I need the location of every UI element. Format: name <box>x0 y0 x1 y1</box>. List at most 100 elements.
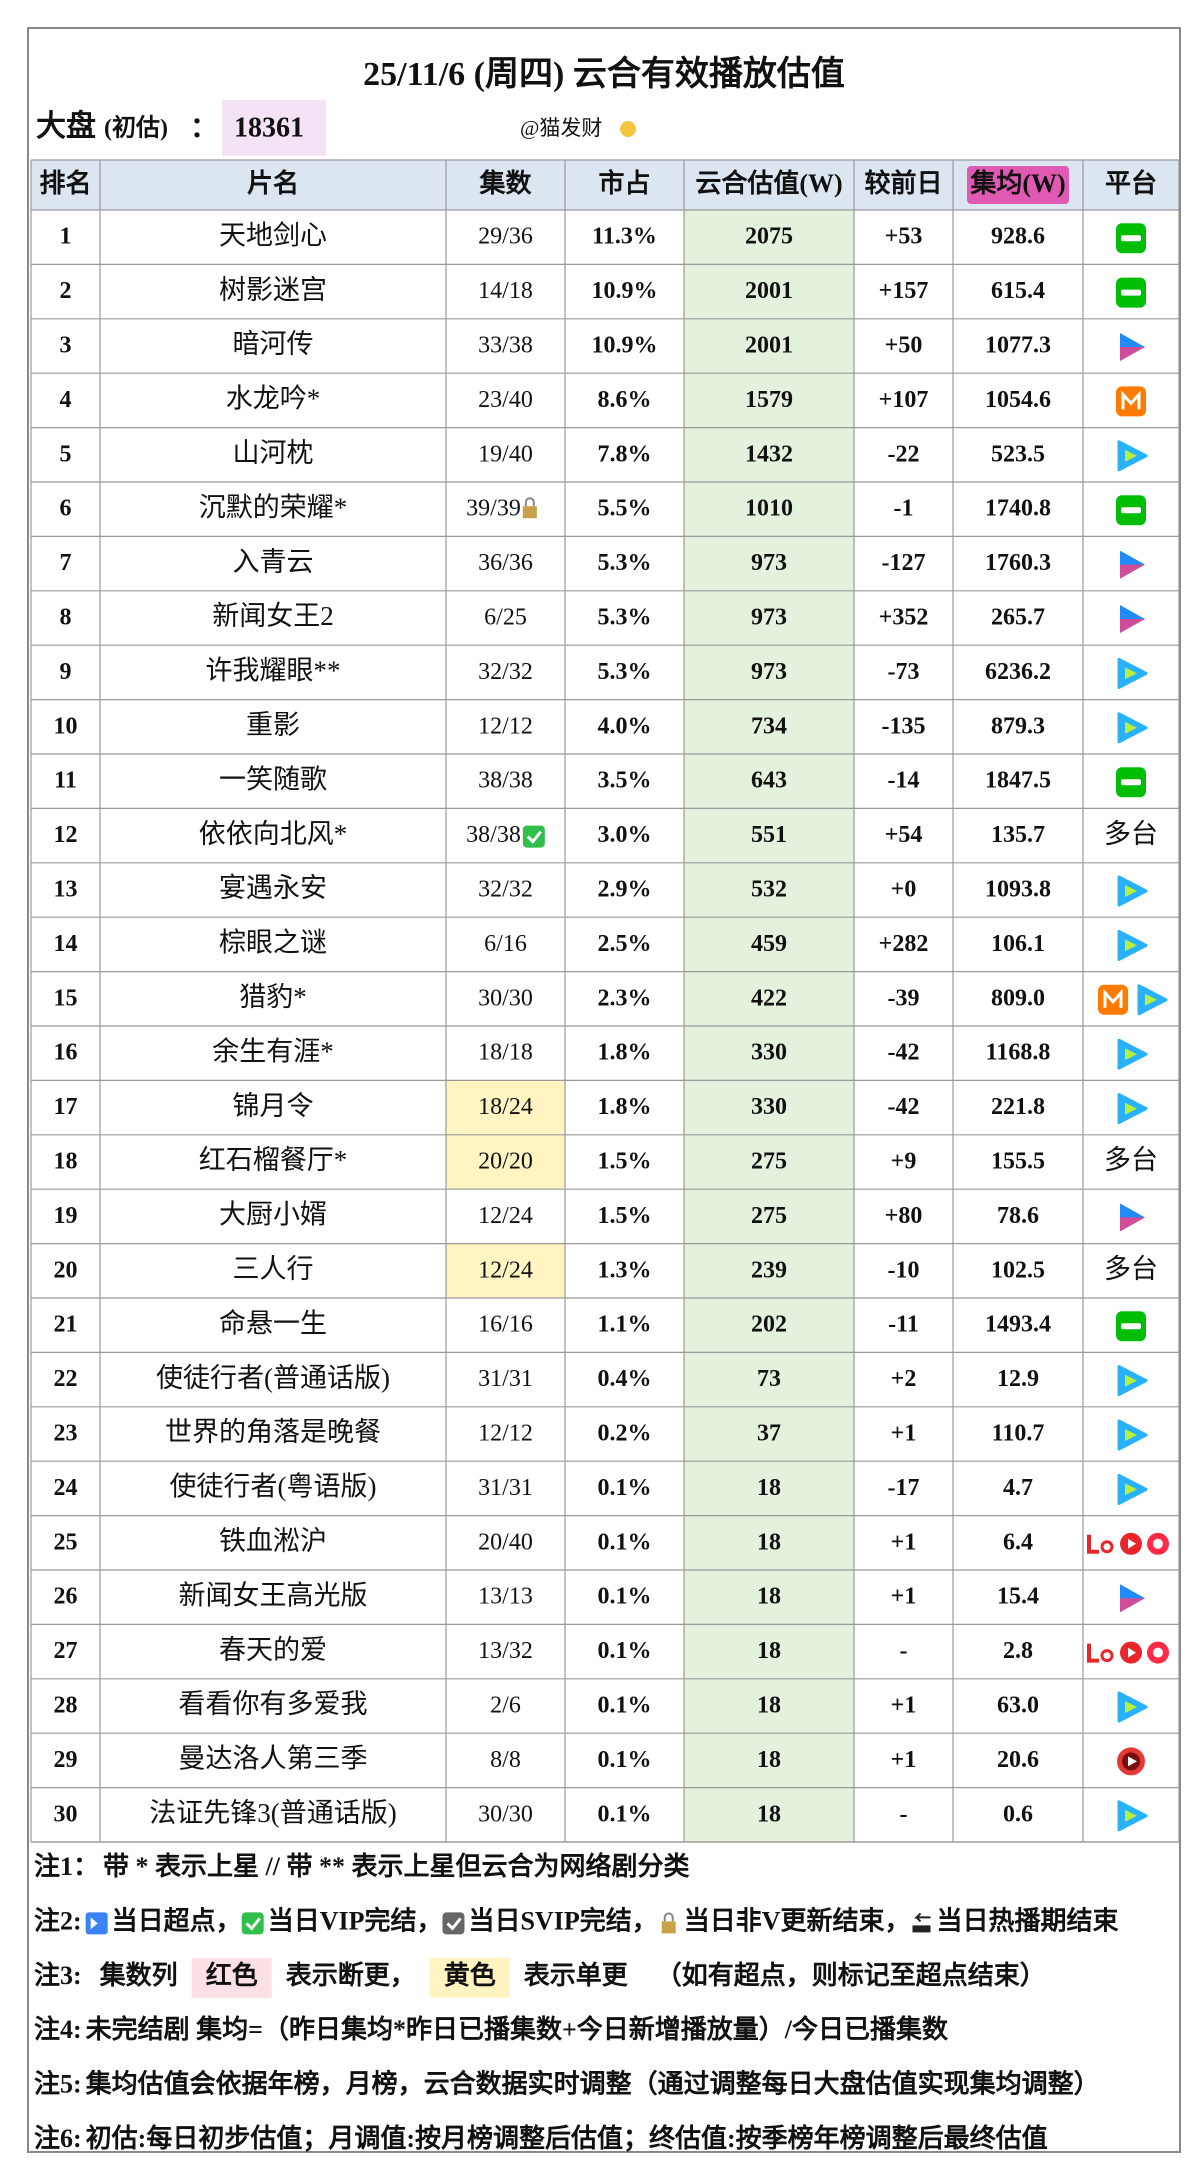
icon-shape <box>1125 667 1137 680</box>
average: 78.6 <box>997 1203 1039 1229</box>
estimate: 202 <box>751 1312 787 1338</box>
note-label: 注1： <box>34 1851 99 1881</box>
note-text: 初估:每日初步估值；月调值:按月榜调整后估值；终估值:按季榜年榜调整后最终估值 <box>86 2123 1048 2153</box>
estimate: 37 <box>757 1421 781 1447</box>
share: 1.1% <box>598 1312 652 1338</box>
platform-icon <box>1120 333 1145 361</box>
change: +282 <box>879 931 929 957</box>
share: 0.1% <box>598 1638 652 1664</box>
change: -22 <box>888 441 920 467</box>
change: +1 <box>891 1747 917 1773</box>
platform-icon <box>1117 657 1148 689</box>
rank: 26 <box>54 1584 78 1610</box>
watermark: @猫发财 <box>520 116 602 140</box>
platform-icon <box>1116 223 1146 254</box>
icon-shape <box>1121 1323 1141 1330</box>
icon-shape <box>1125 721 1137 734</box>
rank: 19 <box>54 1203 78 1229</box>
icon-shape <box>1120 619 1145 633</box>
note-label: 注5: <box>34 2069 82 2099</box>
average: 2.8 <box>1003 1638 1033 1664</box>
average: 221.8 <box>991 1094 1045 1120</box>
rank: 27 <box>54 1638 78 1664</box>
title: 入青云 <box>233 547 314 577</box>
share: 0.1% <box>598 1529 652 1555</box>
lock-icon <box>661 1921 676 1934</box>
icon-shape <box>1153 1647 1163 1658</box>
share: 4.0% <box>598 713 652 739</box>
column-header: 集均(W) <box>969 168 1065 198</box>
title: 暗河传 <box>233 329 314 359</box>
estimate: 18 <box>757 1638 781 1664</box>
icon-shape <box>1125 1429 1137 1441</box>
title: 余生有涯* <box>212 1036 334 1066</box>
share: 1.8% <box>598 1040 652 1066</box>
share: 0.1% <box>598 1747 652 1773</box>
average: 523.5 <box>991 441 1045 467</box>
platform-icon <box>1117 1093 1148 1125</box>
share: 3.0% <box>598 822 652 848</box>
platform-icon <box>1137 984 1168 1016</box>
column-header: 较前日 <box>864 168 942 198</box>
change: +1 <box>891 1529 917 1555</box>
average: 12.9 <box>997 1366 1039 1392</box>
note-text: 未完结剧 集均=（昨日集均*昨日已播集数+今日新增播放量）/今日已播集数 <box>86 2014 949 2044</box>
share: 1.5% <box>598 1149 652 1175</box>
estimate: 275 <box>751 1149 787 1175</box>
average: 6236.2 <box>985 659 1051 685</box>
average: 265.7 <box>991 605 1045 631</box>
change: -127 <box>882 550 926 576</box>
icon-shape <box>1125 1048 1137 1061</box>
average: 1077.3 <box>985 333 1051 359</box>
platform-icon <box>1087 1532 1169 1555</box>
rank: 13 <box>54 877 78 903</box>
average: 1760.3 <box>985 550 1051 576</box>
column-header: 平台 <box>1105 168 1157 198</box>
market-sep: ： <box>190 112 218 143</box>
rank: 25 <box>54 1529 78 1555</box>
episodes: 2/6 <box>490 1693 521 1719</box>
rank: 24 <box>54 1475 78 1501</box>
note-icon <box>446 1917 462 1931</box>
change: +352 <box>879 605 929 631</box>
episodes: 19/40 <box>478 441 533 467</box>
platform: 多台 <box>1104 819 1158 849</box>
icon-shape <box>1120 1217 1145 1232</box>
estimate: 734 <box>751 713 787 739</box>
share: 1.3% <box>598 1257 652 1283</box>
change: - <box>900 1801 908 1827</box>
platform-icon <box>1120 1584 1145 1613</box>
platform-icon <box>1117 875 1148 907</box>
cell-highlight <box>446 1243 565 1298</box>
check-icon <box>526 830 543 844</box>
episodes: 18/18 <box>478 1040 533 1066</box>
icon-shape <box>1125 939 1137 952</box>
icon-shape <box>1120 347 1145 361</box>
title: 看看你有多爱我 <box>179 1689 368 1719</box>
rank: 3 <box>60 333 72 359</box>
share: 2.9% <box>598 877 652 903</box>
rank: 17 <box>54 1094 78 1120</box>
estimate: 18 <box>757 1693 781 1719</box>
change: -73 <box>888 659 920 685</box>
rank: 15 <box>54 985 78 1011</box>
title: 铁血淞沪 <box>219 1526 327 1556</box>
change: -42 <box>888 1040 920 1066</box>
title: 法证先锋3(普通话版) <box>149 1798 396 1828</box>
platform-icon <box>1087 1641 1169 1664</box>
change: +0 <box>891 877 917 903</box>
share: 10.9% <box>592 278 658 304</box>
note-text: 表示断更， <box>286 1960 416 1990</box>
note-text: 黄色 <box>444 1960 496 1990</box>
rank: 14 <box>54 931 78 957</box>
rank: 6 <box>60 496 72 522</box>
change: +50 <box>885 333 923 359</box>
episodes: 16/16 <box>478 1312 533 1338</box>
estimate: 18 <box>757 1529 781 1555</box>
platform: 多台 <box>1104 1254 1158 1284</box>
estimate: 330 <box>751 1040 787 1066</box>
note-text: 集均估值会依据年榜，月榜，云合数据实时调整（通过调整每日大盘估值实现集均调整） <box>85 2069 1100 2099</box>
average: 928.6 <box>991 224 1045 250</box>
rank: 20 <box>54 1257 78 1283</box>
